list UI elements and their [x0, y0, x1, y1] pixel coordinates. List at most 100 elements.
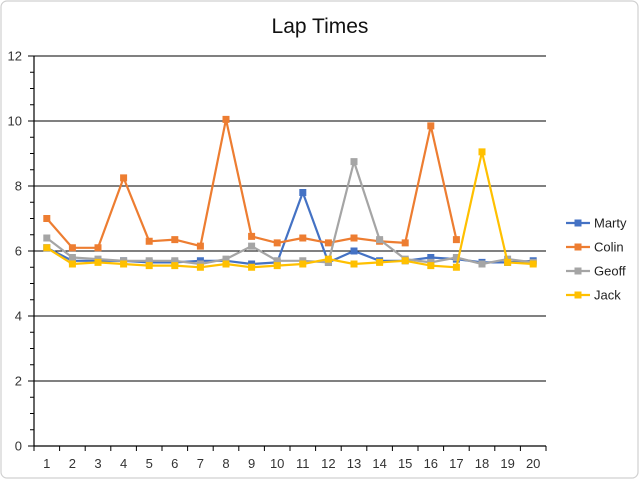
data-point-geoff: [452, 254, 460, 261]
data-point-jack: [324, 255, 332, 263]
y-tick-label: 2: [15, 374, 22, 389]
data-point-geoff: [68, 254, 76, 261]
x-tick-label: 11: [296, 456, 310, 471]
series-jack: [43, 148, 537, 271]
series-colin: [43, 115, 460, 252]
data-point-jack: [452, 263, 460, 271]
series-line-jack: [46, 150, 534, 269]
data-point-colin: [324, 239, 332, 247]
data-point-jack: [248, 263, 256, 271]
data-point-jack: [273, 262, 281, 270]
x-tick-labels: 1 2 3 4 5 6 7 8 9 10 11 12 13 14 15 16 17 18 19 20: [43, 456, 540, 471]
y-tick-label: 0: [15, 439, 22, 454]
data-point-jack: [299, 260, 307, 268]
x-tick-label: 8: [222, 456, 229, 471]
data-point-jack: [427, 262, 435, 270]
data-point-jack: [376, 258, 384, 266]
y-tick-label: 4: [15, 309, 22, 324]
x-tick-label: 5: [146, 456, 153, 471]
data-point-colin: [68, 244, 76, 252]
data-point-marty: [299, 189, 307, 196]
data-point-jack: [94, 258, 102, 266]
legend-label: Marty: [594, 216, 627, 231]
data-point-colin: [222, 115, 230, 123]
x-tick-label: 1: [43, 456, 50, 471]
data-point-marty: [427, 254, 435, 261]
y-tick-label: 8: [15, 179, 22, 194]
series-line-geoff: [46, 160, 534, 266]
data-point-jack: [350, 260, 358, 268]
x-tick-label: 20: [526, 456, 540, 471]
y-tick-label: 10: [8, 114, 22, 129]
x-tick-label: 9: [248, 456, 255, 471]
data-point-colin: [427, 122, 435, 130]
x-tick-label: 18: [475, 456, 489, 471]
x-tick-label: 17: [449, 456, 463, 471]
data-point-colin: [196, 242, 204, 250]
data-point-colin: [43, 215, 51, 222]
data-point-jack: [222, 260, 230, 268]
x-tick-label: 7: [197, 456, 204, 471]
legend-swatch-marker: [574, 291, 582, 299]
x-tick-label: 14: [372, 456, 386, 471]
legend-swatch-marker: [574, 267, 582, 275]
legend-item-jack: Jack: [566, 288, 621, 303]
data-point-marty: [350, 247, 358, 255]
data-point-geoff: [171, 257, 179, 265]
data-point-jack: [120, 260, 128, 268]
data-point-colin: [248, 232, 256, 240]
data-point-colin: [452, 236, 460, 244]
data-point-geoff: [222, 255, 230, 263]
data-point-jack: [171, 262, 179, 270]
data-point-jack: [529, 260, 537, 268]
data-point-geoff: [145, 257, 153, 265]
data-point-jack: [68, 260, 76, 268]
data-point-jack: [504, 258, 512, 266]
series-geoff: [43, 158, 537, 268]
data-point-colin: [120, 174, 128, 182]
data-point-colin: [145, 237, 153, 245]
x-tick-label: 6: [171, 456, 178, 471]
data-point-geoff: [350, 158, 358, 166]
x-tick-label: 3: [94, 456, 101, 471]
data-point-colin: [299, 234, 307, 242]
y-tick-label: 6: [15, 244, 22, 259]
gridlines: [34, 55, 546, 382]
x-tick-label: 19: [500, 456, 514, 471]
y-tick-labels: 0 2 4 6 8 10 12: [8, 49, 22, 454]
data-point-colin: [273, 239, 281, 247]
x-tick-label: 12: [321, 456, 335, 471]
legend-label: Jack: [594, 288, 621, 303]
x-tick-label: 16: [424, 456, 438, 471]
data-point-jack: [196, 263, 204, 271]
data-point-colin: [171, 236, 179, 244]
data-point-geoff: [478, 260, 486, 268]
legend-label: Colin: [594, 240, 624, 255]
x-tick-label: 2: [69, 456, 76, 471]
data-point-geoff: [248, 242, 256, 250]
legend-item-geoff: Geoff: [566, 264, 626, 279]
data-point-jack: [401, 257, 409, 265]
x-tick-label: 4: [120, 456, 127, 471]
legend-swatch-marker: [574, 219, 582, 227]
data-point-colin: [350, 234, 358, 242]
legend: Marty Colin Geoff Jack: [566, 216, 627, 303]
axes: [28, 55, 547, 451]
data-point-colin: [401, 239, 409, 247]
legend-label: Geoff: [594, 264, 626, 279]
x-tick-label: 10: [270, 456, 284, 471]
legend-item-colin: Colin: [566, 240, 624, 255]
legend-item-marty: Marty: [566, 216, 627, 231]
data-point-colin: [94, 244, 102, 252]
x-tick-label: 13: [347, 456, 361, 471]
y-tick-label: 12: [8, 49, 22, 64]
data-point-geoff: [273, 257, 281, 265]
data-point-geoff: [43, 234, 51, 242]
data-point-jack: [43, 244, 51, 252]
legend-swatch-marker: [574, 243, 582, 251]
plot-series: [43, 115, 537, 271]
x-tick-label: 15: [398, 456, 412, 471]
data-point-jack: [478, 148, 486, 156]
chart-title: Lap Times: [272, 15, 369, 38]
